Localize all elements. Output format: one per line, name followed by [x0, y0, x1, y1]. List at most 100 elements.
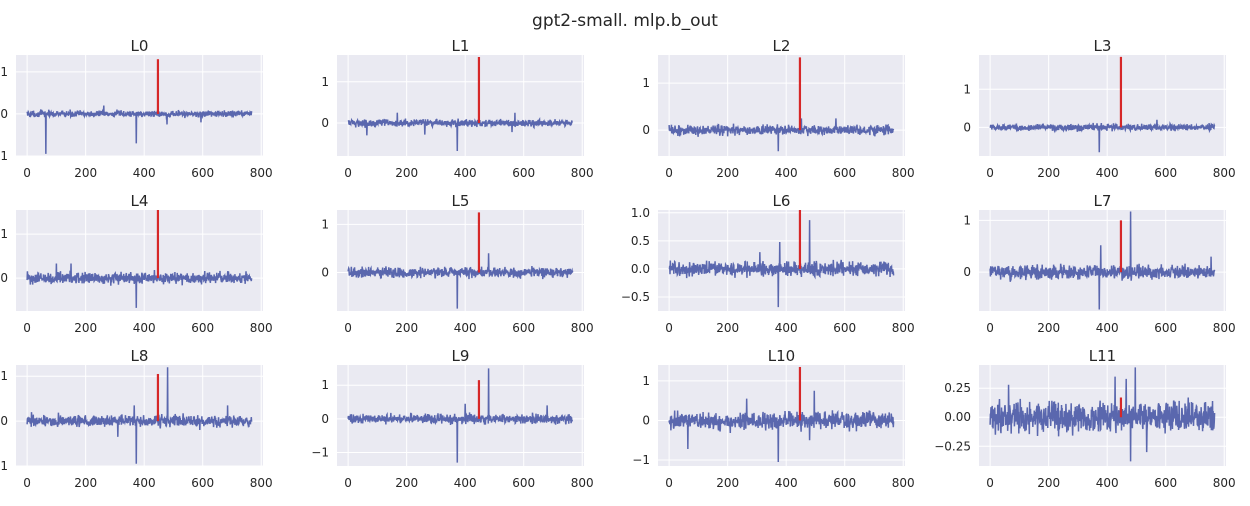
x-tick-label: 800 [250, 321, 273, 335]
series-line [668, 390, 895, 463]
subplot-l10: L10 0 200 400 600 800 −1 0 1 [632, 347, 914, 490]
x-tick-label: 400 [133, 166, 156, 180]
y-tick-label: −0.5 [621, 290, 650, 304]
y-tick-label: 1 [963, 213, 971, 227]
x-tick-label: 0 [986, 321, 994, 335]
y-tick-label: −1 [311, 446, 329, 460]
series-line [347, 112, 573, 152]
series-line [668, 220, 895, 308]
y-tick-label: 0.5 [631, 234, 650, 248]
x-tick-label: 400 [1096, 166, 1119, 180]
y-tick-label: 1 [321, 75, 329, 89]
subplot-l9: L9 0 200 400 600 800 −1 0 1 [311, 347, 593, 490]
x-tick-label: 800 [892, 476, 915, 490]
y-tick-label: 0 [321, 266, 329, 280]
x-tick-label: 600 [833, 166, 856, 180]
subplot-l11: L11 0 200 400 600 800 −0.25 0.00 0.25 [934, 347, 1235, 490]
y-tick-label: 1 [321, 378, 329, 392]
x-tick-label: 800 [571, 476, 594, 490]
axes-background [979, 210, 1226, 311]
axes-background [16, 210, 263, 311]
axes-background [16, 55, 263, 156]
x-tick-label: 200 [395, 321, 418, 335]
y-tick-label: 1 [963, 82, 971, 96]
x-tick-label: 200 [74, 476, 97, 490]
x-tick-label: 400 [1096, 476, 1119, 490]
y-tick-label: 1 [321, 217, 329, 231]
subplot-title: L4 [131, 192, 149, 210]
x-tick-label: 0 [665, 166, 673, 180]
x-tick-label: 600 [1154, 476, 1177, 490]
x-tick-label: 200 [395, 476, 418, 490]
x-tick-label: 0 [665, 476, 673, 490]
x-tick-label: 200 [395, 166, 418, 180]
x-tick-label: 200 [1037, 166, 1060, 180]
x-tick-label: 0 [23, 476, 31, 490]
x-tick-label: 800 [571, 321, 594, 335]
x-tick-label: 200 [716, 476, 739, 490]
series-line [989, 211, 1216, 310]
x-tick-label: 800 [1213, 321, 1236, 335]
y-tick-label: 0 [963, 265, 971, 279]
x-tick-label: 600 [191, 321, 214, 335]
x-tick-label: 400 [454, 321, 477, 335]
x-tick-label: 600 [833, 321, 856, 335]
y-tick-label: 0 [0, 414, 8, 428]
subplot-l5: L5 0 200 400 600 800 0 1 [321, 192, 593, 335]
x-tick-label: 0 [344, 476, 352, 490]
axes-background [337, 210, 584, 311]
subplot-title: L10 [768, 347, 795, 365]
y-tick-label: 1.0 [631, 206, 650, 220]
x-tick-label: 400 [1096, 321, 1119, 335]
y-tick-label: 0 [642, 123, 650, 137]
x-tick-label: 200 [716, 166, 739, 180]
subplot-l8: L8 0 200 400 600 800 −1 0 1 [0, 347, 273, 490]
subplot-l2: L2 0 200 400 600 800 0 1 [642, 37, 914, 180]
x-tick-label: 400 [775, 476, 798, 490]
y-tick-label: 0 [321, 116, 329, 130]
y-tick-label: 1 [0, 369, 8, 383]
axes-background [16, 365, 263, 466]
x-tick-label: 0 [344, 321, 352, 335]
y-tick-label: 0.0 [631, 262, 650, 276]
x-tick-label: 800 [250, 476, 273, 490]
x-tick-label: 600 [512, 166, 535, 180]
series-line [347, 368, 574, 463]
x-tick-label: 400 [454, 476, 477, 490]
x-tick-label: 200 [1037, 476, 1060, 490]
subplot-title: L7 [1094, 192, 1112, 210]
x-tick-label: 600 [191, 476, 214, 490]
x-tick-label: 0 [665, 321, 673, 335]
x-tick-label: 800 [571, 166, 594, 180]
x-tick-label: 600 [1154, 166, 1177, 180]
y-tick-label: 0 [642, 413, 650, 427]
axes-background [337, 55, 584, 156]
subplot-title: L3 [1094, 37, 1112, 55]
series-line [26, 263, 253, 308]
figure-title: gpt2-small. mlp.b_out [532, 11, 718, 31]
x-tick-label: 400 [133, 476, 156, 490]
subplot-l3: L3 0 200 400 600 800 0 1 [963, 37, 1235, 180]
y-tick-label: 1 [642, 76, 650, 90]
subplot-l1: L1 0 200 400 600 800 0 1 [321, 37, 593, 180]
subplot-title: L6 [773, 192, 791, 210]
y-tick-label: 1 [642, 374, 650, 388]
x-tick-label: 600 [1154, 321, 1177, 335]
y-tick-label: 0 [963, 120, 971, 134]
x-tick-label: 800 [250, 166, 273, 180]
subplot-l0: L0 0 200 400 600 800 −1 0 1 [0, 37, 273, 180]
x-tick-label: 600 [833, 476, 856, 490]
y-tick-label: −0.25 [934, 439, 971, 453]
y-tick-label: 0.25 [944, 381, 971, 395]
series-line [26, 105, 253, 154]
subplot-l4: L4 0 200 400 600 800 0 1 [0, 192, 272, 335]
x-tick-label: 400 [133, 321, 156, 335]
x-tick-label: 400 [775, 321, 798, 335]
x-tick-label: 0 [344, 166, 352, 180]
subplot-l7: L7 0 200 400 600 800 0 1 [963, 192, 1235, 335]
y-tick-label: 0 [0, 271, 8, 285]
subplot-title: L5 [452, 192, 470, 210]
x-tick-label: 600 [191, 166, 214, 180]
x-tick-label: 400 [454, 166, 477, 180]
